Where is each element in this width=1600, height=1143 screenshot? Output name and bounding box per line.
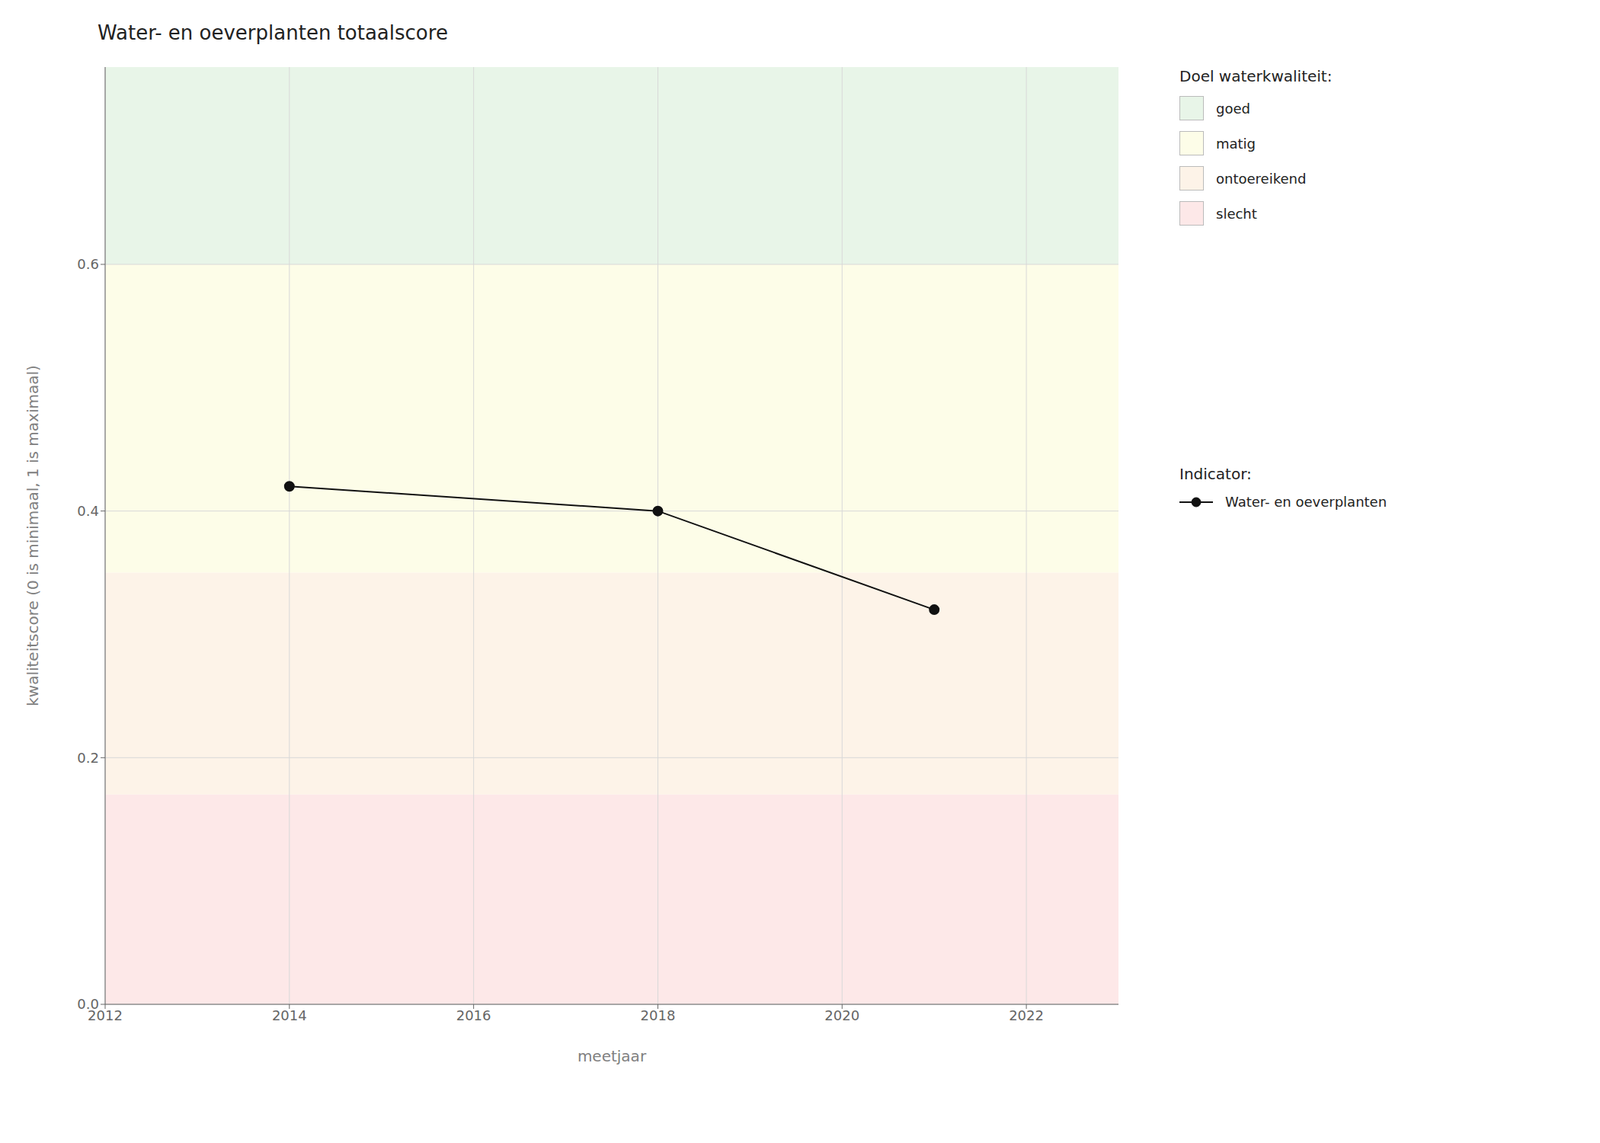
html-text:slecht: slecht (1216, 205, 1257, 222)
html-text:Water- en oeverplanten: Water- en oeverplanten (1225, 493, 1387, 510)
html-text:Indicator:: Indicator: (1179, 464, 1252, 484)
svg-text:0.0: 0.0 (76, 995, 100, 1012)
html-text:matig: matig (1216, 135, 1256, 152)
svg-text:0.6: 0.6 (76, 256, 100, 272)
html-text:Doel waterkwaliteit:: Doel waterkwaliteit: (1179, 67, 1333, 86)
svg-text:2018: 2018 (640, 1007, 676, 1024)
svg-text:2014: 2014 (272, 1007, 308, 1024)
svg-text:meetjaar: meetjaar (577, 1046, 647, 1066)
svg-text:0.2: 0.2 (76, 749, 100, 766)
svg-text:kwaliteitscore (0 is minimaal,: kwaliteitscore (0 is minimaal, 1 is maxi… (23, 364, 42, 707)
svg-text:2022: 2022 (1008, 1007, 1044, 1024)
svg-text:2012: 2012 (87, 1007, 123, 1024)
svg-text:2020: 2020 (824, 1007, 860, 1024)
svg-text:2016: 2016 (456, 1007, 492, 1024)
html-text:goed: goed (1216, 100, 1251, 117)
html-text:Water- en oeverplanten totaals: Water- en oeverplanten totaalscore (97, 21, 448, 45)
html-text:ontoereikend: ontoereikend (1216, 170, 1307, 187)
svg-text:0.4: 0.4 (76, 502, 100, 519)
